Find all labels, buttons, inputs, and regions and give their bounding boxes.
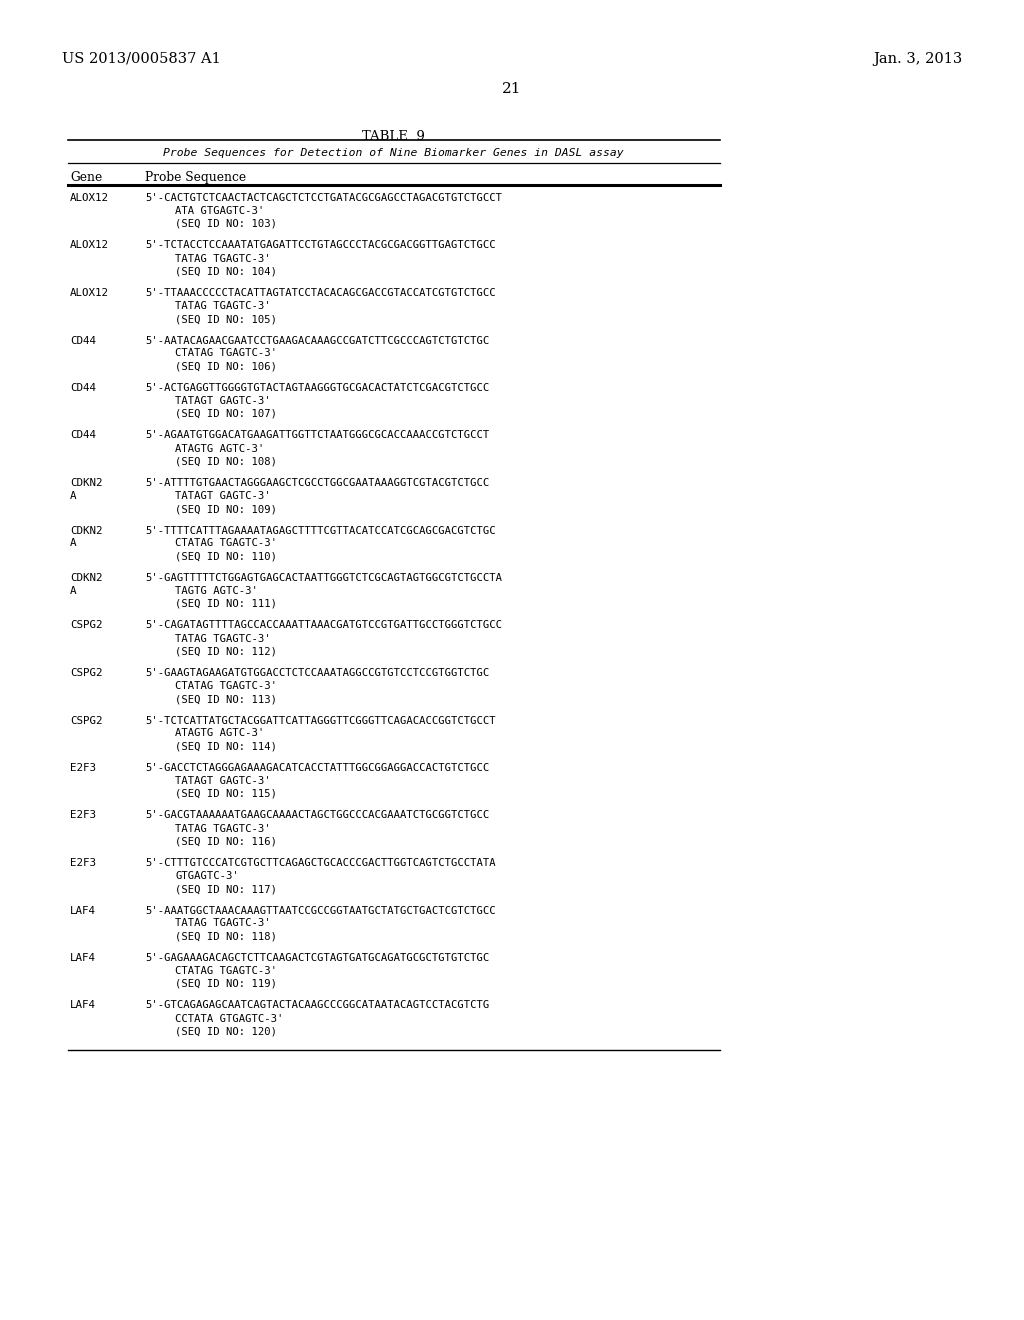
Text: CSPG2: CSPG2 [70, 620, 102, 631]
Text: 5'-CACTGTCTCAACTACTCAGCTCTCCTGATACGCGAGCCTAGACGTGTCTGCCT: 5'-CACTGTCTCAACTACTCAGCTCTCCTGATACGCGAGC… [145, 193, 502, 203]
Text: (SEQ ID NO: 119): (SEQ ID NO: 119) [175, 979, 278, 989]
Text: LAF4: LAF4 [70, 953, 96, 964]
Text: 5'-GACCTCTAGGGAGAAAGACATCACCTATTTGGCGGAGGACCACTGTCTGCC: 5'-GACCTCTAGGGAGAAAGACATCACCTATTTGGCGGAG… [145, 763, 489, 774]
Text: (SEQ ID NO: 112): (SEQ ID NO: 112) [175, 647, 278, 656]
Text: (SEQ ID NO: 120): (SEQ ID NO: 120) [175, 1027, 278, 1036]
Text: TATAG TGAGTC-3': TATAG TGAGTC-3' [175, 919, 270, 928]
Text: GTGAGTC-3': GTGAGTC-3' [175, 871, 239, 880]
Text: US 2013/0005837 A1: US 2013/0005837 A1 [62, 51, 221, 66]
Text: (SEQ ID NO: 111): (SEQ ID NO: 111) [175, 599, 278, 609]
Text: E2F3: E2F3 [70, 810, 96, 821]
Text: TATAG TGAGTC-3': TATAG TGAGTC-3' [175, 301, 270, 312]
Text: (SEQ ID NO: 107): (SEQ ID NO: 107) [175, 409, 278, 418]
Text: ALOX12: ALOX12 [70, 193, 109, 203]
Text: 5'-TTTTCATTTAGAAAATAGAGCTTTTCGTTACATCCATCGCAGCGACGTCTGC: 5'-TTTTCATTTAGAAAATAGAGCTTTTCGTTACATCCAT… [145, 525, 496, 536]
Text: LAF4: LAF4 [70, 1001, 96, 1011]
Text: A: A [70, 586, 77, 597]
Text: ATAGTG AGTC-3': ATAGTG AGTC-3' [175, 444, 264, 454]
Text: E2F3: E2F3 [70, 763, 96, 774]
Text: 5'-GAGAAAGACAGCTCTTCAAGACTCGTAGTGATGCAGATGCGCTGTGTCTGC: 5'-GAGAAAGACAGCTCTTCAAGACTCGTAGTGATGCAGA… [145, 953, 489, 964]
Text: Jan. 3, 2013: Jan. 3, 2013 [872, 51, 962, 66]
Text: 21: 21 [502, 82, 522, 96]
Text: CSPG2: CSPG2 [70, 668, 102, 678]
Text: TABLE  9: TABLE 9 [361, 129, 424, 143]
Text: (SEQ ID NO: 106): (SEQ ID NO: 106) [175, 362, 278, 371]
Text: CTATAG TGAGTC-3': CTATAG TGAGTC-3' [175, 966, 278, 975]
Text: (SEQ ID NO: 114): (SEQ ID NO: 114) [175, 742, 278, 751]
Text: TATAGT GAGTC-3': TATAGT GAGTC-3' [175, 491, 270, 502]
Text: 5'-GAGTTTTTCTGGAGTGAGCACTAATTGGGTCTCGCAGTAGTGGCGTCTGCCTA: 5'-GAGTTTTTCTGGAGTGAGCACTAATTGGGTCTCGCAG… [145, 573, 502, 583]
Text: 5'-ATTTTGTGAACTAGGGAAGCTCGCCTGGCGAATAAAGGTCGTACGTCTGCC: 5'-ATTTTGTGAACTAGGGAAGCTCGCCTGGCGAATAAAG… [145, 478, 489, 488]
Text: 5'-AAATGGCTAAACAAAGTTAATCCGCCGGTAATGCTATGCTGACTCGTCTGCC: 5'-AAATGGCTAAACAAAGTTAATCCGCCGGTAATGCTAT… [145, 906, 496, 916]
Text: 5'-CTTTGTCCCATCGTGCTTCAGAGCTGCACCCGACTTGGTCAGTCTGCCTATA: 5'-CTTTGTCCCATCGTGCTTCAGAGCTGCACCCGACTTG… [145, 858, 496, 869]
Text: 5'-AATACAGAACGAATCCTGAAGACAAAGCCGATCTTCGCCCAGTCTGTCTGC: 5'-AATACAGAACGAATCCTGAAGACAAAGCCGATCTTCG… [145, 335, 489, 346]
Text: TATAGT GAGTC-3': TATAGT GAGTC-3' [175, 776, 270, 785]
Text: E2F3: E2F3 [70, 858, 96, 869]
Text: A: A [70, 491, 77, 502]
Text: (SEQ ID NO: 118): (SEQ ID NO: 118) [175, 932, 278, 941]
Text: CD44: CD44 [70, 430, 96, 441]
Text: TATAG TGAGTC-3': TATAG TGAGTC-3' [175, 253, 270, 264]
Text: 5'-ACTGAGGTTGGGGTGTACTAGTAAGGGTGCGACACTATCTCGACGTCTGCC: 5'-ACTGAGGTTGGGGTGTACTAGTAAGGGTGCGACACTA… [145, 383, 489, 393]
Text: CDKN2: CDKN2 [70, 525, 102, 536]
Text: (SEQ ID NO: 108): (SEQ ID NO: 108) [175, 457, 278, 466]
Text: 5'-CAGATAGTTTTAGCCACCAAATTAAACGATGTCCGTGATTGCCTGGGTCTGCC: 5'-CAGATAGTTTTAGCCACCAAATTAAACGATGTCCGTG… [145, 620, 502, 631]
Text: CTATAG TGAGTC-3': CTATAG TGAGTC-3' [175, 539, 278, 549]
Text: (SEQ ID NO: 116): (SEQ ID NO: 116) [175, 837, 278, 846]
Text: (SEQ ID NO: 117): (SEQ ID NO: 117) [175, 884, 278, 894]
Text: 5'-TCTACCTCCAAATATGAGATTCCTGTAGCCCTACGCGACGGTTGAGTCTGCC: 5'-TCTACCTCCAAATATGAGATTCCTGTAGCCCTACGCG… [145, 240, 496, 251]
Text: CTATAG TGAGTC-3': CTATAG TGAGTC-3' [175, 348, 278, 359]
Text: ATA GTGAGTC-3': ATA GTGAGTC-3' [175, 206, 264, 216]
Text: 5'-GAAGTAGAAGATGTGGACCTCTCCAAATAGGCCGTGTCCTCCGTGGTCTGC: 5'-GAAGTAGAAGATGTGGACCTCTCCAAATAGGCCGTGT… [145, 668, 489, 678]
Text: (SEQ ID NO: 104): (SEQ ID NO: 104) [175, 267, 278, 276]
Text: (SEQ ID NO: 113): (SEQ ID NO: 113) [175, 694, 278, 704]
Text: TATAG TGAGTC-3': TATAG TGAGTC-3' [175, 824, 270, 833]
Text: (SEQ ID NO: 115): (SEQ ID NO: 115) [175, 789, 278, 799]
Text: (SEQ ID NO: 110): (SEQ ID NO: 110) [175, 552, 278, 561]
Text: LAF4: LAF4 [70, 906, 96, 916]
Text: (SEQ ID NO: 103): (SEQ ID NO: 103) [175, 219, 278, 228]
Text: 5'-TCTCATTATGCTACGGATTCATTAGGGTTCGGGTTCAGACACCGGTCTGCCT: 5'-TCTCATTATGCTACGGATTCATTAGGGTTCGGGTTCA… [145, 715, 496, 726]
Text: Probe Sequence: Probe Sequence [145, 172, 246, 183]
Text: ALOX12: ALOX12 [70, 288, 109, 298]
Text: CD44: CD44 [70, 335, 96, 346]
Text: 5'-GTCAGAGAGCAATCAGTACTACAAGCCCGGCATAATACAGTCCTACGTCTG: 5'-GTCAGAGAGCAATCAGTACTACAAGCCCGGCATAATA… [145, 1001, 489, 1011]
Text: (SEQ ID NO: 109): (SEQ ID NO: 109) [175, 504, 278, 513]
Text: 5'-GACGTAAAAAATGAAGCAAAACTAGCTGGCCCACGAAATCTGCGGTCTGCC: 5'-GACGTAAAAAATGAAGCAAAACTAGCTGGCCCACGAA… [145, 810, 489, 821]
Text: CDKN2: CDKN2 [70, 478, 102, 488]
Text: CDKN2: CDKN2 [70, 573, 102, 583]
Text: ATAGTG AGTC-3': ATAGTG AGTC-3' [175, 729, 264, 738]
Text: CCTATA GTGAGTC-3': CCTATA GTGAGTC-3' [175, 1014, 284, 1023]
Text: 5'-TTAAACCCCCTACATTAGTATCCTACACAGCGACCGTACCATCGTGTCTGCC: 5'-TTAAACCCCCTACATTAGTATCCTACACAGCGACCGT… [145, 288, 496, 298]
Text: TATAGT GAGTC-3': TATAGT GAGTC-3' [175, 396, 270, 407]
Text: TATAG TGAGTC-3': TATAG TGAGTC-3' [175, 634, 270, 644]
Text: Probe Sequences for Detection of Nine Biomarker Genes in DASL assay: Probe Sequences for Detection of Nine Bi… [163, 148, 624, 158]
Text: 5'-AGAATGTGGACATGAAGATTGGTTCTAATGGGCGCACCAAACCGTCTGCCT: 5'-AGAATGTGGACATGAAGATTGGTTCTAATGGGCGCAC… [145, 430, 489, 441]
Text: CD44: CD44 [70, 383, 96, 393]
Text: (SEQ ID NO: 105): (SEQ ID NO: 105) [175, 314, 278, 323]
Text: TAGTG AGTC-3': TAGTG AGTC-3' [175, 586, 258, 597]
Text: CSPG2: CSPG2 [70, 715, 102, 726]
Text: Gene: Gene [70, 172, 102, 183]
Text: ALOX12: ALOX12 [70, 240, 109, 251]
Text: CTATAG TGAGTC-3': CTATAG TGAGTC-3' [175, 681, 278, 690]
Text: A: A [70, 539, 77, 549]
